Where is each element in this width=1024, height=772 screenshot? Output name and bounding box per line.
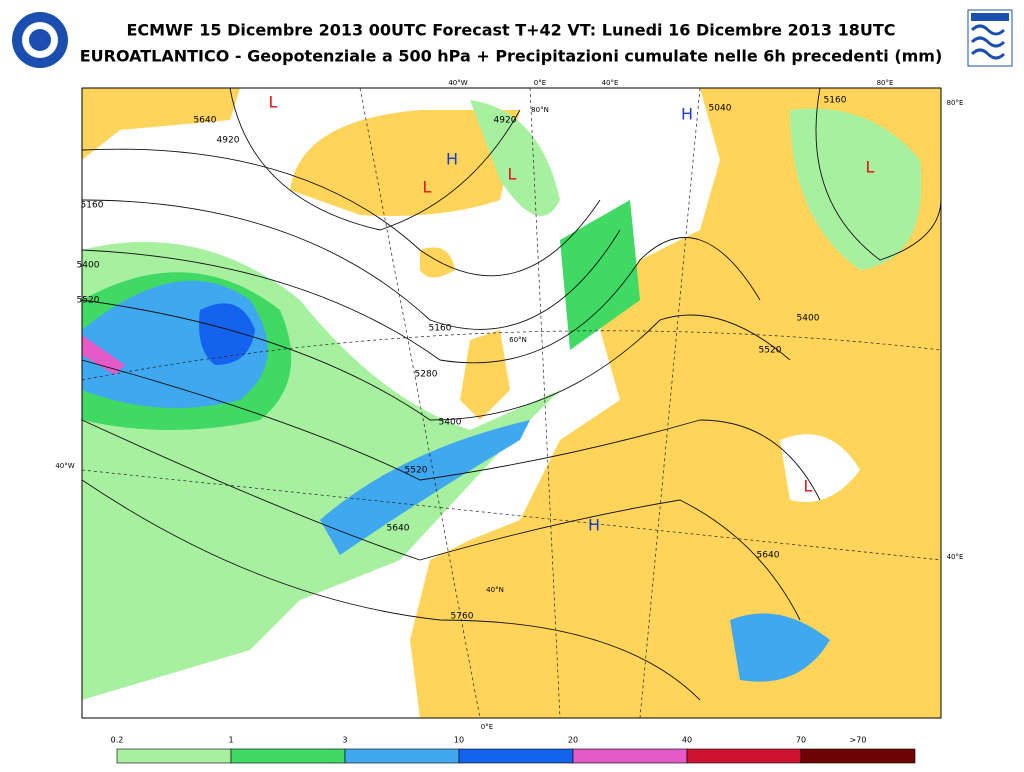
graticule-label: 40°E (947, 553, 964, 561)
contours (82, 88, 941, 718)
graticule-label: 80°E (947, 99, 964, 107)
pressure-center: L (508, 165, 517, 184)
legend: 0.2 1 3 10 20 40 70 >70 (111, 736, 916, 764)
legend-label: 70 (796, 736, 806, 745)
graticule-label: 40°N (486, 586, 504, 594)
graticule-label: 80°E (877, 79, 894, 87)
legend-label: 3 (342, 736, 347, 745)
contour-label: 5640 (194, 116, 217, 126)
legend-swatch (686, 748, 802, 764)
legend-swatch (572, 748, 688, 764)
contour-label: 5160 (429, 324, 452, 334)
graticule-label: 40°W (55, 462, 74, 470)
legend-label: >70 (850, 736, 867, 745)
legend-swatch (800, 748, 916, 764)
contour-label: 5400 (797, 314, 820, 324)
pressure-center: L (423, 178, 432, 197)
logo-left (12, 12, 68, 68)
contour-label: 5640 (757, 551, 780, 561)
graticule-label: 0°E (481, 723, 493, 731)
pressure-center: H (588, 516, 600, 535)
legend-label: 20 (568, 736, 578, 745)
legend-swatch (116, 748, 232, 764)
legend-label: 1 (228, 736, 233, 745)
contour-label: 5160 (824, 96, 847, 106)
legend-swatch (458, 748, 574, 764)
pressure-center: H (446, 150, 458, 169)
contour-label: 5640 (387, 524, 410, 534)
logo-right (967, 9, 1013, 67)
legend-label: 40 (682, 736, 692, 745)
contour-label: 5400 (439, 418, 462, 428)
graticule-label: 40°E (602, 79, 619, 87)
graticule-label: 0°E (534, 79, 546, 87)
pressure-center: L (866, 158, 875, 177)
graticule-label: 40°W (448, 79, 467, 87)
contour-label: 5400 (77, 261, 100, 271)
legend-label: 10 (454, 736, 464, 745)
contour-label: 4920 (217, 136, 240, 146)
land (82, 88, 941, 718)
precipitation (82, 100, 922, 700)
legend-label: 0.2 (111, 736, 124, 745)
subtitle: EUROATLANTICO - Geopotenziale a 500 hPa … (80, 47, 943, 66)
contour-label: 5760 (451, 612, 474, 622)
contour-label: 5520 (759, 346, 782, 356)
contour-label: 5040 (709, 104, 732, 114)
graticule-label: 60°N (509, 336, 527, 344)
graticule-label: 80°N (531, 106, 549, 114)
contour-label: 5160 (81, 201, 104, 211)
pressure-center: H (681, 105, 693, 124)
contour-label: 5520 (77, 296, 100, 306)
contour-label: 4920 (494, 116, 517, 126)
contour-label: 5520 (405, 466, 428, 476)
legend-swatch (230, 748, 346, 764)
contour-label: 5280 (415, 370, 438, 380)
pressure-center: L (269, 93, 278, 112)
pressure-center: L (804, 477, 813, 496)
title: ECMWF 15 Dicembre 2013 00UTC Forecast T+… (126, 21, 895, 40)
legend-swatch (344, 748, 460, 764)
map-frame (81, 87, 942, 719)
map (82, 88, 941, 718)
